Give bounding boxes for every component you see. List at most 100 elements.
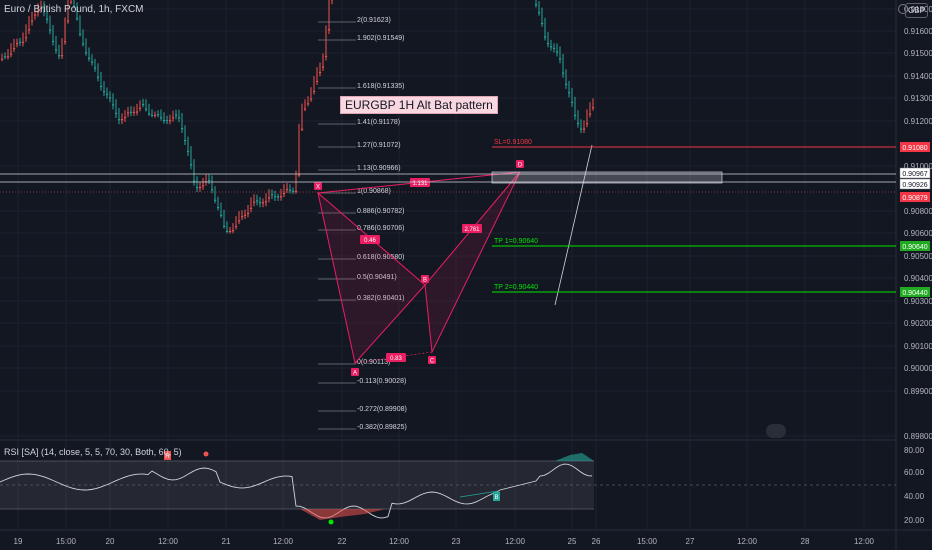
pattern-point-marker: [351, 368, 359, 376]
price-tick-label: 0.91300: [904, 94, 932, 103]
time-tick-label: 12:00: [389, 537, 410, 546]
candle-body: [307, 103, 310, 105]
price-tick-label: 0.90600: [904, 229, 932, 238]
fib-level-label: 2(0.91623): [357, 17, 391, 24]
candle-body: [121, 119, 124, 121]
candle-body: [544, 36, 547, 38]
time-tick-label: 28: [801, 537, 810, 546]
fib-level-label: 0.5(0.90491): [357, 274, 397, 281]
trend-line: [554, 144, 593, 306]
candle-body: [4, 56, 7, 58]
candle-body: [223, 225, 226, 227]
candle-body: [43, 11, 46, 13]
candle-body: [190, 164, 193, 166]
price-tag-label: 0.90926: [902, 182, 927, 189]
candle-body: [175, 114, 178, 116]
candle-body: [82, 43, 85, 45]
ratio-label: 0.83: [390, 356, 402, 362]
candle-body: [280, 196, 283, 198]
fib-level-label: 1.41(0.91178): [357, 119, 400, 126]
price-tick-label: 0.90000: [904, 364, 932, 373]
fibonacci-levels: 2(0.91623) 1.902(0.91549) 1.618(0.91335) 1.…: [318, 17, 407, 431]
candle-body: [211, 189, 214, 191]
fib-level-label: 1(0.90868): [357, 188, 391, 195]
candle-body: [325, 55, 328, 57]
candle-body: [154, 114, 157, 116]
price-tick-label: 0.91500: [904, 49, 932, 58]
rsi-marker-label: R: [165, 454, 170, 460]
candle-body: [217, 207, 220, 209]
settings-icon[interactable]: [766, 424, 786, 438]
fib-level-label: -0.113(0.90028): [357, 378, 406, 385]
price-tick-label: 0.91800: [904, 5, 932, 14]
candle-body: [301, 128, 304, 130]
candle-body: [277, 196, 280, 198]
rsi-tick-label: 20.00: [904, 516, 925, 525]
candle-body: [268, 197, 271, 199]
time-tick-label: 12:00: [737, 537, 758, 546]
price-tick-label: 0.91200: [904, 117, 932, 126]
fib-level-label: 0.382(0.90401): [357, 295, 404, 302]
candle-body: [547, 43, 550, 45]
candle-body: [262, 202, 265, 204]
rsi-marker-label: B: [494, 495, 498, 501]
candle-body: [10, 53, 13, 55]
candle-body: [319, 72, 322, 74]
candle-body: [574, 114, 577, 116]
rsi-indicator-label[interactable]: RSI [SA] (14, close, 5, 5, 70, 30, Both,…: [4, 447, 182, 457]
price-tick-label: 0.90800: [904, 207, 932, 216]
currency-badge[interactable]: GBP: [905, 3, 928, 18]
candle-body: [250, 207, 253, 209]
candle-body: [535, 4, 538, 6]
candle-body: [577, 122, 580, 124]
pattern-point-label: B: [423, 278, 427, 284]
candle-body: [61, 55, 64, 57]
candle-body: [235, 226, 238, 228]
candle-body: [55, 49, 58, 51]
candle-body: [172, 117, 175, 119]
time-tick-label: 19: [14, 537, 23, 546]
candle-body: [85, 52, 88, 54]
candle-body: [232, 230, 235, 232]
candle-body: [130, 111, 133, 113]
time-tick-label: 12:00: [158, 537, 179, 546]
pattern-point-label: D: [518, 163, 523, 169]
candle-body: [145, 108, 148, 110]
candle-body: [7, 56, 10, 58]
candle-body: [538, 12, 541, 14]
rsi-tick-label: 80.00: [904, 446, 925, 455]
candle-body: [37, 11, 40, 13]
fib-level-label: 0.786(0.90706): [357, 225, 404, 232]
time-tick-label: 23: [452, 537, 461, 546]
fib-level-label: 1.902(0.91549): [357, 35, 404, 42]
candle-body: [139, 107, 142, 109]
candle-body: [322, 66, 325, 68]
time-tick-label: 26: [592, 537, 601, 546]
candle-body: [166, 120, 169, 122]
candle-body: [559, 58, 562, 60]
candle-body: [100, 85, 103, 87]
candle-body: [283, 192, 286, 194]
time-tick-label: 12:00: [505, 537, 526, 546]
prz-box: [491, 171, 723, 184]
candle-body: [25, 37, 28, 39]
price-tag-label: 0.91080: [902, 145, 927, 152]
price-tick-label: 0.89800: [904, 432, 932, 441]
chart-annotation-label[interactable]: EURGBP 1H Alt Bat pattern: [340, 96, 498, 114]
candle-body: [127, 112, 130, 114]
candle-body: [109, 97, 112, 99]
stop-loss-label: SL=0.91080: [494, 139, 532, 146]
candle-body: [58, 55, 61, 57]
price-tick-label: 0.90500: [904, 252, 932, 261]
candle-body: [169, 120, 172, 122]
price-tag-label: 0.90440: [902, 290, 927, 297]
price-tick-label: 0.90400: [904, 274, 932, 283]
ratio-label: 2.761: [464, 227, 480, 233]
candle-body: [289, 189, 292, 191]
price-tag: [899, 178, 931, 190]
time-axis: 19 15:00 20 12:00 21 12:00 22 12:00 23 12:00 25 26 1…: [14, 537, 875, 546]
ratio-badge: [386, 353, 406, 362]
take-profit-2-label: TP 2=0.90440: [494, 284, 538, 291]
price-tick-label: 0.90200: [904, 319, 932, 328]
